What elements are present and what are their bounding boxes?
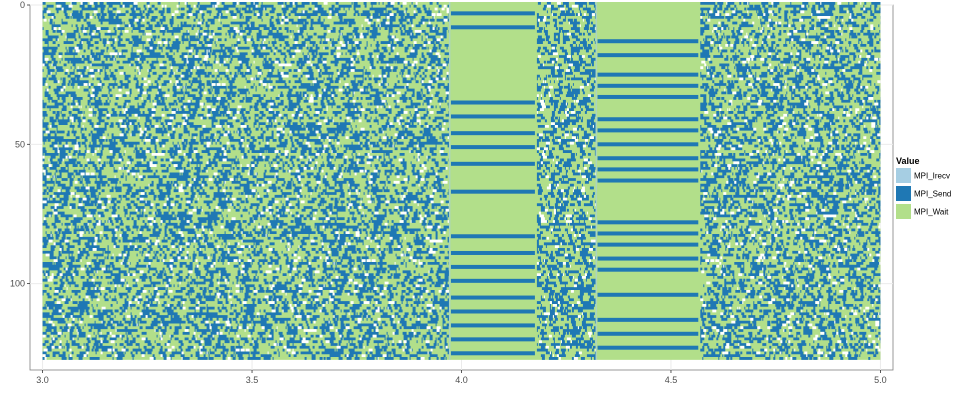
send-bar-1-6 (450, 161, 535, 166)
send-bar-1-5 (450, 145, 535, 150)
heatmap-gap-cells-0 (42, 2, 449, 360)
x-tick-label-0: 3.0 (36, 375, 49, 385)
send-bar-1-7 (450, 189, 535, 194)
send-bar-1-3 (450, 114, 535, 119)
send-bar-1-15 (450, 337, 535, 342)
send-bar-3-0 (597, 39, 699, 44)
send-bar-1-9 (450, 250, 535, 255)
y-tick-label-1: 50 (15, 139, 25, 149)
send-bar-3-1 (597, 53, 699, 58)
heatmap-gap-cells-4 (700, 2, 881, 360)
x-tick-label-1: 3.5 (246, 375, 259, 385)
send-bar-3-12 (597, 231, 699, 236)
heatmap-cells (42, 2, 881, 360)
send-bar-3-5 (597, 117, 699, 122)
x-tick-label-4: 5.0 (874, 375, 887, 385)
send-bar-3-18 (597, 331, 699, 336)
legend-key-mpi-wait (896, 204, 911, 219)
legend-key-mpi-send (896, 186, 911, 201)
send-bar-3-15 (597, 267, 699, 272)
block-edge-left-1 (448, 2, 451, 360)
legend-label-mpi-wait: MPI_Wait (914, 208, 949, 217)
send-bar-1-14 (450, 323, 535, 328)
send-bar-3-13 (597, 242, 699, 247)
x-tick-label-3: 4.5 (665, 375, 678, 385)
send-bar-1-16 (450, 351, 535, 356)
send-bar-3-3 (597, 83, 699, 88)
send-bar-3-4 (597, 94, 699, 99)
send-bar-1-11 (450, 278, 535, 283)
x-tick-label-2: 4.0 (455, 375, 468, 385)
legend-key-mpi-irecv (896, 168, 911, 183)
heatmap-send-cells-0 (42, 2, 449, 360)
send-bar-1-0 (450, 11, 535, 16)
y-tick-label-2: 100 (10, 279, 25, 289)
legend: Value MPI_Irecv MPI_Send MPI_Wait (896, 156, 951, 219)
send-bar-1-10 (450, 264, 535, 269)
send-bar-3-11 (597, 220, 699, 225)
send-bar-1-12 (450, 295, 535, 300)
send-bar-3-19 (597, 345, 699, 350)
axes: 3.0 3.5 4.0 4.5 5.0 0 50 100 (10, 0, 887, 385)
send-bar-3-9 (597, 167, 699, 172)
heatmap-send-cells-4 (700, 2, 881, 360)
legend-label-mpi-irecv: MPI_Irecv (914, 172, 950, 181)
heatmap-send-cells-2 (536, 2, 596, 360)
send-bar-3-7 (597, 142, 699, 147)
legend-label-mpi-send: MPI_Send (914, 190, 951, 199)
send-bar-3-8 (597, 156, 699, 161)
send-bar-1-8 (450, 234, 535, 239)
send-bar-3-16 (597, 292, 699, 297)
send-bar-1-4 (450, 131, 535, 136)
send-bar-1-2 (450, 100, 535, 105)
y-tick-label-0: 0 (20, 0, 25, 10)
send-bar-3-14 (597, 256, 699, 261)
send-bar-3-17 (597, 317, 699, 322)
send-bar-1-1 (450, 25, 535, 30)
block-edge-left-3 (595, 2, 598, 360)
send-bar-3-2 (597, 72, 699, 77)
send-bar-3-10 (597, 178, 699, 183)
legend-title: Value (896, 156, 920, 166)
send-bar-1-13 (450, 309, 535, 314)
send-bar-3-6 (597, 128, 699, 133)
